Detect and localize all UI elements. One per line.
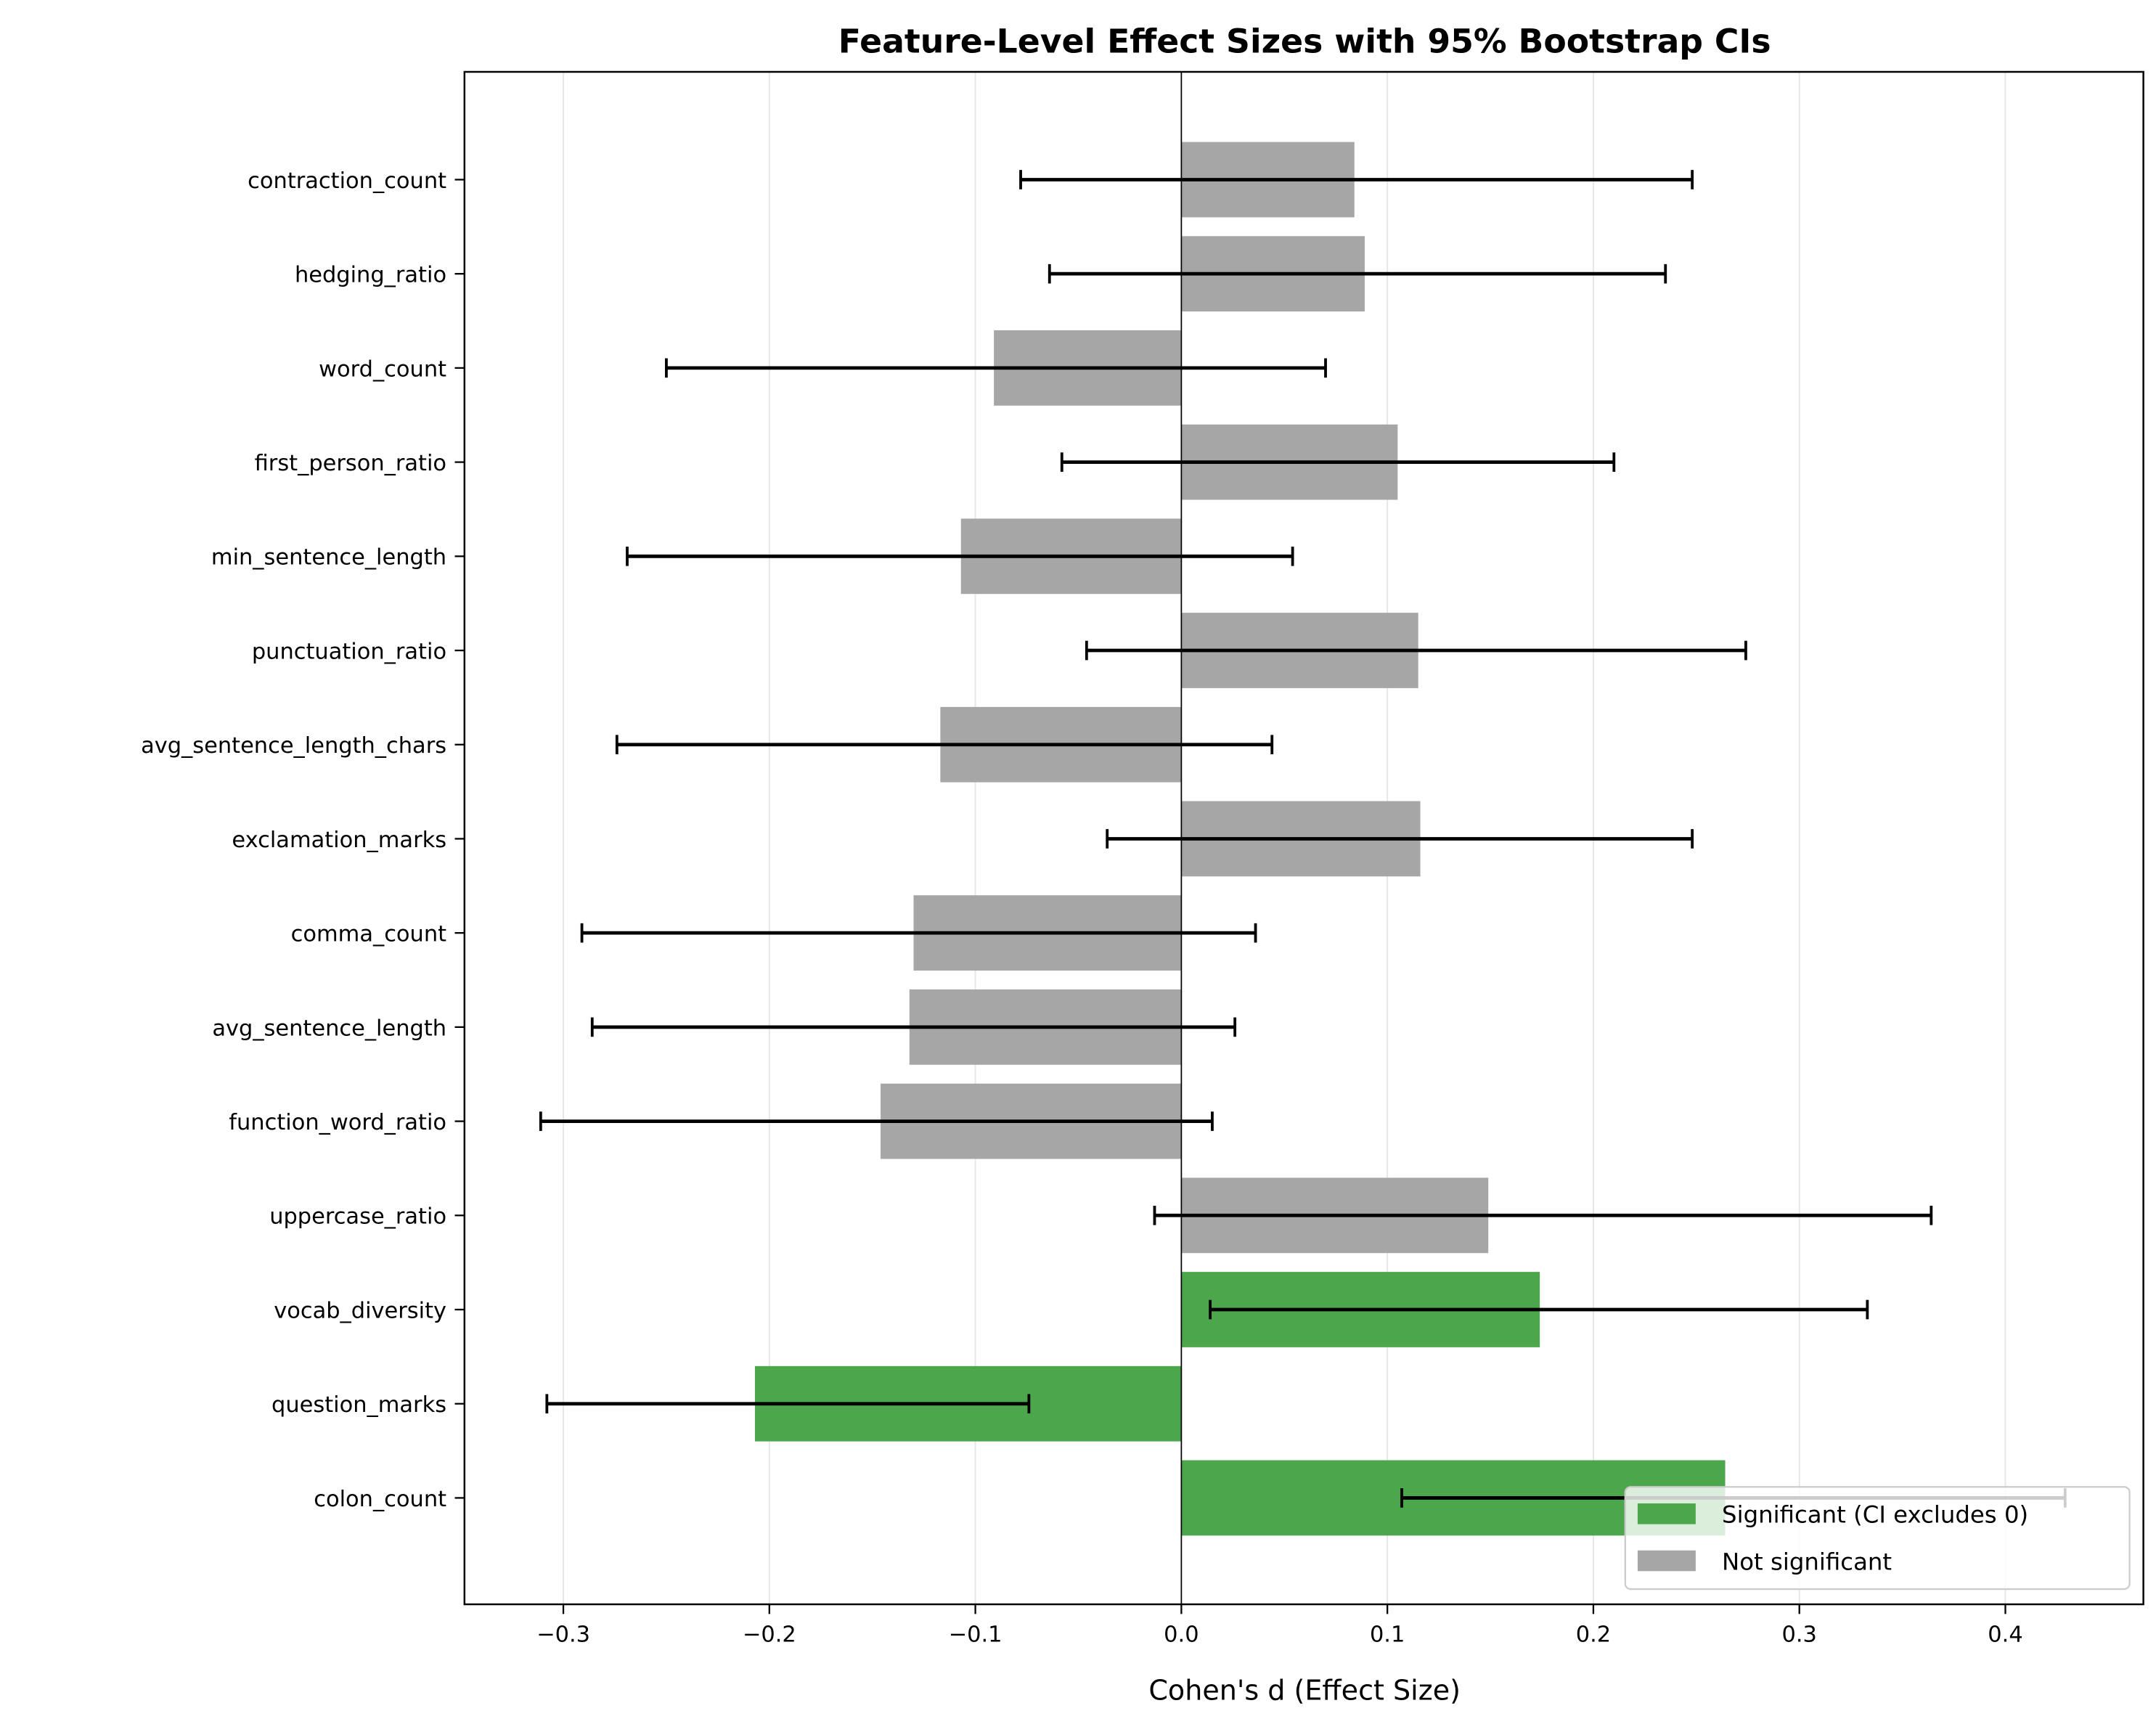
y-tick-label: function_word_ratio [229,1110,446,1135]
y-tick-label: exclamation_marks [232,828,446,853]
chart-title: Feature-Level Effect Sizes with 95% Boot… [838,22,1771,60]
y-tick-label: first_person_ratio [255,451,446,476]
error-bar-function_word_ratio [539,1111,1214,1131]
legend-label-significant: Significant (CI excludes 0) [1722,1501,2028,1529]
y-tick-label: avg_sentence_length_chars [141,733,446,759]
y-tick-label: min_sentence_length [211,545,446,571]
error-bar-word_count [665,358,1327,378]
y-tick-label: colon_count [314,1487,446,1512]
error-bar-punctuation_ratio [1085,640,1747,661]
error-bar-question_marks [545,1394,1031,1414]
y-tick-label: avg_sentence_length [212,1016,446,1041]
legend-label-not-significant: Not significant [1722,1548,1892,1575]
error-bar-hedging_ratio [1048,264,1667,284]
x-tick-label: 0.1 [1370,1622,1405,1647]
error-bar-avg_sentence_length_chars [615,735,1274,755]
x-tick-label: 0.3 [1782,1622,1817,1647]
legend-swatch-significant [1637,1503,1696,1524]
y-tick-label: contraction_count [248,168,446,194]
error-bar-contraction_count [1019,170,1694,189]
error-bar-comma_count [580,923,1257,943]
y-tick-label: punctuation_ratio [252,639,446,664]
y-tick-label: hedging_ratio [295,263,446,288]
x-tick-label: −0.1 [949,1622,1003,1647]
error-bars [539,170,2067,1508]
error-bar-first_person_ratio [1060,452,1616,472]
y-tick-label: uppercase_ratio [269,1204,446,1230]
error-bar-min_sentence_length [626,546,1294,566]
x-tick-label: 0.0 [1164,1622,1199,1647]
y-tick-label: vocab_diversity [274,1298,446,1323]
x-tick-label: 0.2 [1576,1622,1611,1647]
y-tick-label: comma_count [291,922,446,947]
error-bar-vocab_diversity [1209,1299,1869,1320]
x-tick-label: −0.3 [536,1622,590,1647]
y-tick-label: word_count [319,356,446,382]
legend-frame [1624,1486,2131,1591]
y-axis-ticks: colon_count question_marks vocab_diversity… [141,168,465,1512]
x-axis-ticks: −0.3 −0.2 −0.1 0.0 0.1 0.2 0.3 0.4 [536,1604,2023,1647]
legend-swatch-not-significant [1637,1550,1696,1572]
x-tick-label: 0.4 [1988,1622,2022,1647]
error-bar-uppercase_ratio [1153,1205,1933,1225]
x-axis-label: Cohen's d (Effect Size) [1148,1674,1461,1706]
error-bar-avg_sentence_length [590,1017,1237,1037]
legend: Significant (CI excludes 0) Not signific… [1624,1486,2131,1591]
y-tick-label: question_marks [271,1392,446,1418]
error-bar-exclamation_marks [1106,829,1694,849]
x-tick-label: −0.2 [743,1622,796,1647]
